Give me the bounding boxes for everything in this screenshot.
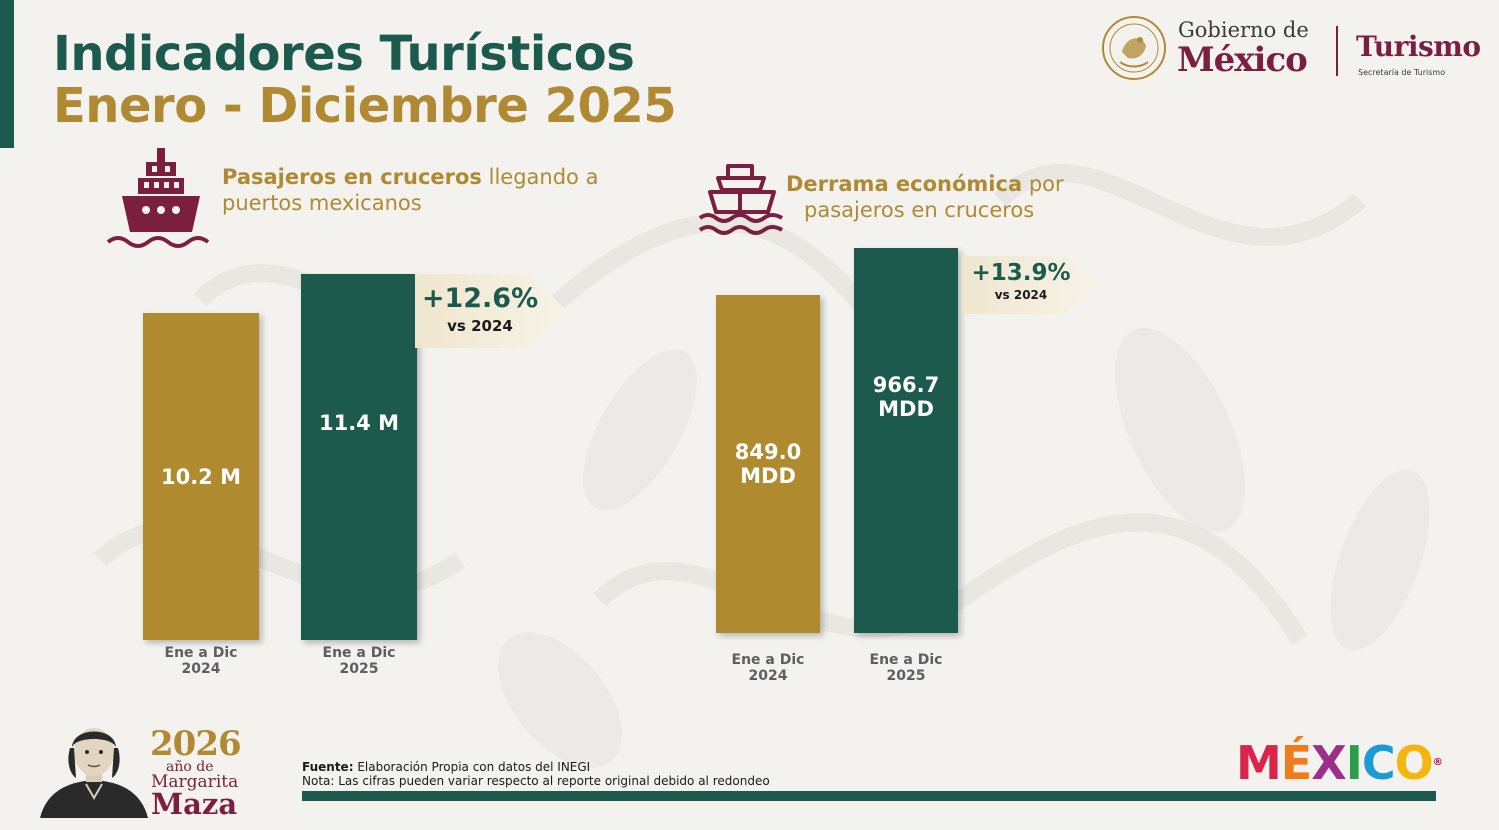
mexico-brand-letter: I xyxy=(1345,736,1363,790)
source-label: Fuente: xyxy=(302,760,354,774)
economic-heading-bold: Derrama económica xyxy=(786,172,1023,196)
economic-heading-rest: por xyxy=(1028,172,1064,196)
bar-2024: 849.0 MDD xyxy=(716,295,820,633)
year-badge-line2: Margarita xyxy=(151,772,239,792)
economic-change-pct: +13.9% xyxy=(971,260,1071,286)
left-accent-stripe xyxy=(0,0,14,148)
mexico-brand-logo: MÉXICO® xyxy=(1236,736,1443,790)
passengers-change-badge: +12.6% vs 2024 xyxy=(415,274,567,348)
page-title: Indicadores Turísticos xyxy=(53,26,635,82)
passengers-heading-bold: Pasajeros en cruceros xyxy=(222,165,482,189)
mexico-brand-letter: É xyxy=(1280,736,1312,790)
mexico-brand-letter: C xyxy=(1361,736,1396,790)
rounding-note: Nota: Las cifras pueden variar respecto … xyxy=(302,774,770,788)
mexico-brand-letter: O xyxy=(1394,736,1434,790)
mexico-brand-letter: X xyxy=(1311,736,1346,790)
year-badge-line3: Maza xyxy=(151,787,238,821)
x-axis-label: Ene a Dic 2024 xyxy=(164,645,238,677)
turismo-label: Turismo xyxy=(1356,30,1481,63)
x-axis-label: Ene a Dic 2024 xyxy=(731,652,805,684)
mexico-label: México xyxy=(1177,40,1308,80)
x-axis-label: Ene a Dic 2025 xyxy=(322,645,396,677)
government-logo-block: Gobierno de México Turismo Secretaría de… xyxy=(1100,12,1490,84)
bar-2025: 966.7 MDD xyxy=(854,248,958,633)
economic-change-vs: vs 2024 xyxy=(994,288,1048,302)
registered-mark: ® xyxy=(1432,757,1443,768)
bar-value-label: 966.7 MDD xyxy=(872,372,940,421)
bar-2024: 10.2 M xyxy=(143,313,259,640)
passengers-heading-rest: llegando a xyxy=(488,165,599,189)
passengers-heading-line2: puertos mexicanos xyxy=(222,191,422,215)
source-text: Elaboración Propia con datos del INEGI xyxy=(357,760,591,774)
economic-heading-line2: pasajeros en cruceros xyxy=(804,198,1035,222)
gobierno-label: Gobierno de xyxy=(1178,18,1309,42)
footer-rule xyxy=(302,791,1436,801)
passengers-heading: Pasajeros en cruceros llegando a puertos… xyxy=(222,164,622,216)
bar-2025: 11.4 M xyxy=(301,274,417,640)
year-badge-year: 2026 xyxy=(150,724,242,764)
economic-change-badge: +13.9% vs 2024 xyxy=(962,256,1096,314)
badge-arrow-shape xyxy=(962,256,1096,314)
passengers-change-vs: vs 2024 xyxy=(447,317,513,335)
x-axis-label: Ene a Dic 2025 xyxy=(869,652,943,684)
badge-arrow-shape xyxy=(415,274,567,348)
passengers-change-pct: +12.6% xyxy=(421,283,539,314)
cruise-ship-waves-icon xyxy=(698,164,784,235)
bar-value-label: 11.4 M xyxy=(318,411,400,435)
bar-value-label: 849.0 MDD xyxy=(734,440,802,488)
margarita-maza-portrait xyxy=(40,728,148,818)
page-subtitle: Enero - Diciembre 2025 xyxy=(53,78,677,134)
logo-divider xyxy=(1336,26,1338,76)
turismo-sub-label: Secretaría de Turismo xyxy=(1358,68,1446,77)
cruise-ship-icon xyxy=(106,148,210,248)
mexico-brand-letter: M xyxy=(1236,736,1282,790)
economic-heading: Derrama económica por pasajeros en cruce… xyxy=(786,171,1106,223)
year-badge-line1: año de xyxy=(166,759,214,775)
bar-value-label: 10.2 M xyxy=(160,464,242,489)
footer-notes: Fuente: Elaboración Propia con datos del… xyxy=(302,760,770,788)
coat-of-arms-icon xyxy=(1102,16,1166,80)
